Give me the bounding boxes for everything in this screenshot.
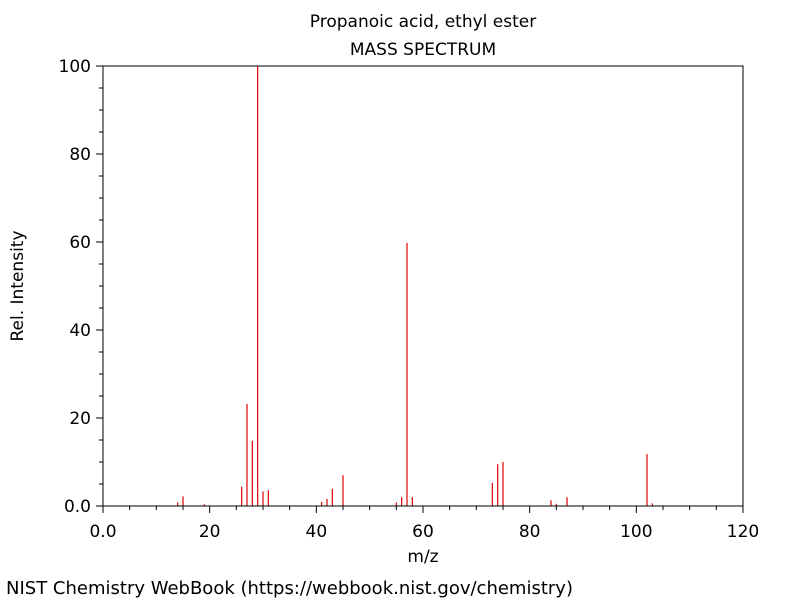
ticks-layer: 0.0 20 40 60 80 100 120 0.0 20 40 60 80 100 xyxy=(59,57,760,542)
y-tick-label: 100 xyxy=(59,57,91,77)
x-tick-label: 80 xyxy=(519,522,541,542)
y-tick-label: 20 xyxy=(69,409,91,429)
y-tick-label: 0.0 xyxy=(64,497,91,517)
y-tick-label: 40 xyxy=(69,321,91,341)
plot-frame xyxy=(102,65,744,507)
footer-credit: NIST Chemistry WebBook (https://webbook.… xyxy=(6,578,573,599)
x-tick-label: 40 xyxy=(306,522,328,542)
x-tick-label: 20 xyxy=(199,522,221,542)
x-tick-label: 60 xyxy=(412,522,434,542)
x-tick-label: 120 xyxy=(727,522,759,542)
chart-title: Propanoic acid, ethyl ester xyxy=(310,12,536,32)
y-tick-label: 80 xyxy=(69,145,91,165)
x-axis-label: m/z xyxy=(407,547,438,567)
x-tick-label: 0.0 xyxy=(89,522,116,542)
y-tick-label: 60 xyxy=(69,233,91,253)
x-tick-label: 100 xyxy=(620,522,652,542)
chart-subtitle: MASS SPECTRUM xyxy=(350,40,496,60)
peaks-layer xyxy=(177,66,653,506)
y-axis-label: Rel. Intensity xyxy=(8,230,28,341)
